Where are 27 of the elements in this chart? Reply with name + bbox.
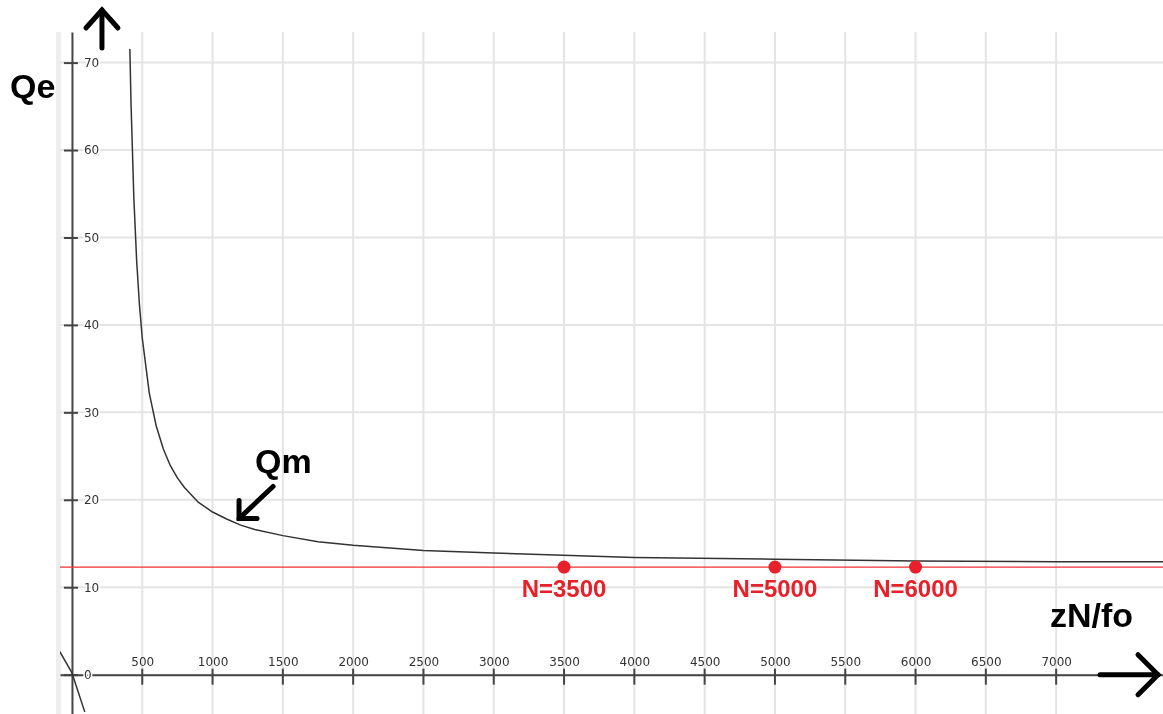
y-tick-label: 20 [83, 493, 100, 508]
x-tick-label: 5500 [830, 655, 862, 670]
annotation: N=6000 [873, 575, 958, 603]
annotation: N=3500 [521, 575, 607, 603]
x-tick-label: 4000 [619, 655, 651, 670]
x-tick-label: 1000 [197, 655, 229, 670]
x-tick-label: 2500 [408, 655, 440, 670]
y-tick-label: 30 [83, 405, 100, 420]
y-axis-title: Qe [10, 67, 56, 105]
x-tick-label: 4500 [689, 655, 721, 670]
x-tick-label: 1500 [268, 655, 299, 670]
annotation: N=5000 [732, 575, 818, 603]
x-tick-label: 5000 [760, 655, 791, 670]
annotation: Qm [255, 441, 312, 480]
y-tick-label: 40 [83, 318, 100, 333]
y-tick-label: 70 [83, 55, 100, 70]
y-tick-label: 60 [83, 143, 100, 158]
x-tick-label: 7000 [1041, 655, 1072, 670]
x-tick-label: 3500 [549, 655, 580, 670]
y-tick-label: 50 [83, 230, 100, 245]
y-tick-label: 10 [83, 580, 100, 595]
x-axis-title: zN/fo [1049, 596, 1133, 634]
x-tick-label: 500 [131, 655, 155, 670]
x-tick-label: 6500 [971, 655, 1002, 670]
x-tick-label: 2000 [338, 655, 369, 670]
x-tick-label: 3000 [478, 655, 510, 670]
x-tick-label: 6000 [900, 655, 932, 670]
